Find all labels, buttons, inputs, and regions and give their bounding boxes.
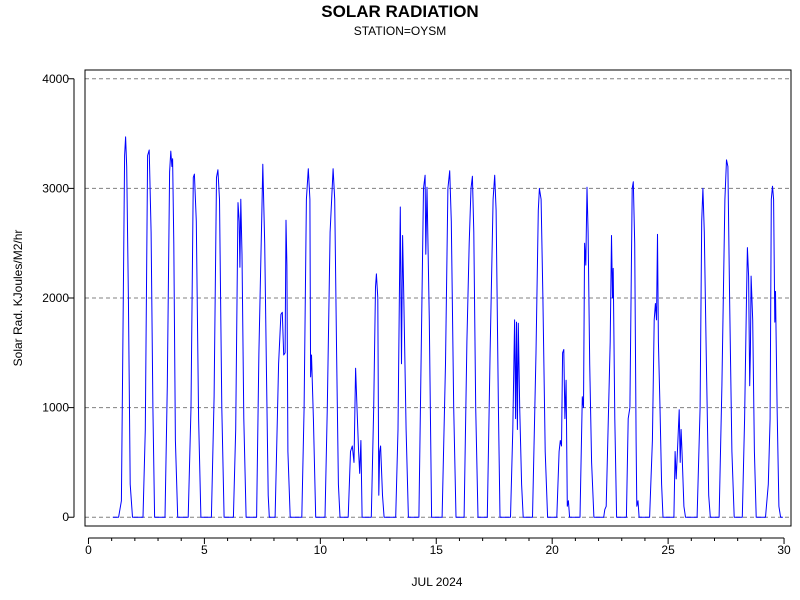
x-axis-label: JUL 2024 [412,575,463,589]
x-tick-label-1: 5 [201,543,208,557]
x-axis: 0 5 10 15 20 25 30 [85,537,791,557]
grid-lines [85,78,791,518]
y-axis-label: Solar Rad. KJoules/M2/hr [11,230,25,367]
x-tick-label-5: 25 [661,543,675,557]
chart-title: SOLAR RADIATION [321,2,478,21]
x-tick-label-0: 0 [85,543,92,557]
y-tick-label-4: 4000 [42,72,69,86]
x-tick-label-6: 30 [777,543,791,557]
x-tick-label-4: 20 [546,543,560,557]
y-tick-label-2: 2000 [42,291,69,305]
chart-subtitle: STATION=OYSM [354,24,447,38]
y-axis: 0 1000 2000 3000 4000 [42,72,75,524]
y-tick-label-1: 1000 [42,401,69,415]
x-tick-label-2: 10 [314,543,328,557]
plot-frame [84,69,792,527]
y-tick-label-3: 3000 [42,181,69,195]
series-layer [112,136,783,518]
y-tick-label-0: 0 [62,510,69,524]
series-line-0 [112,136,783,518]
x-tick-label-3: 15 [430,543,444,557]
